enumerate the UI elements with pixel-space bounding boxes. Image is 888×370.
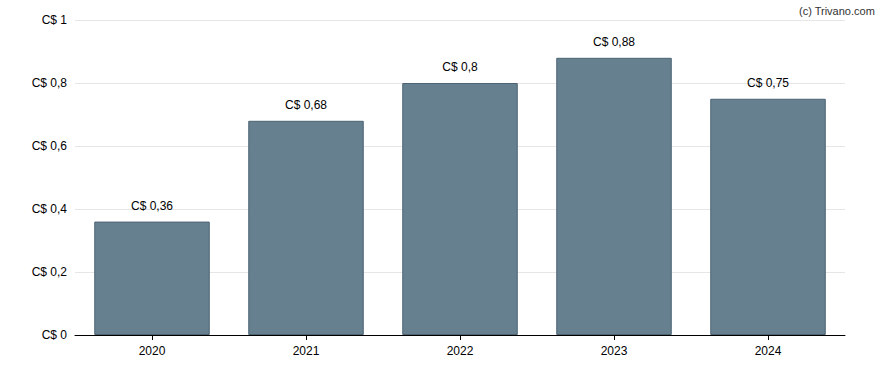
svg-text:C$ 0,75: C$ 0,75 — [747, 76, 789, 90]
svg-text:C$ 0,36: C$ 0,36 — [131, 199, 173, 213]
svg-text:C$ 1: C$ 1 — [42, 13, 68, 27]
svg-text:2024: 2024 — [755, 344, 782, 358]
svg-text:C$ 0,2: C$ 0,2 — [32, 265, 68, 279]
svg-text:(c) Trivano.com: (c) Trivano.com — [799, 5, 875, 17]
svg-text:C$ 0,8: C$ 0,8 — [442, 60, 478, 74]
svg-text:2021: 2021 — [293, 344, 320, 358]
svg-text:C$ 0,4: C$ 0,4 — [32, 202, 68, 216]
svg-text:C$ 0,8: C$ 0,8 — [32, 76, 68, 90]
svg-text:C$ 0: C$ 0 — [42, 328, 68, 342]
svg-text:2020: 2020 — [139, 344, 166, 358]
svg-text:2023: 2023 — [601, 344, 628, 358]
svg-text:C$ 0,68: C$ 0,68 — [285, 98, 327, 112]
svg-text:C$ 0,88: C$ 0,88 — [593, 35, 635, 49]
svg-text:2022: 2022 — [447, 344, 474, 358]
svg-text:C$ 0,6: C$ 0,6 — [32, 139, 68, 153]
